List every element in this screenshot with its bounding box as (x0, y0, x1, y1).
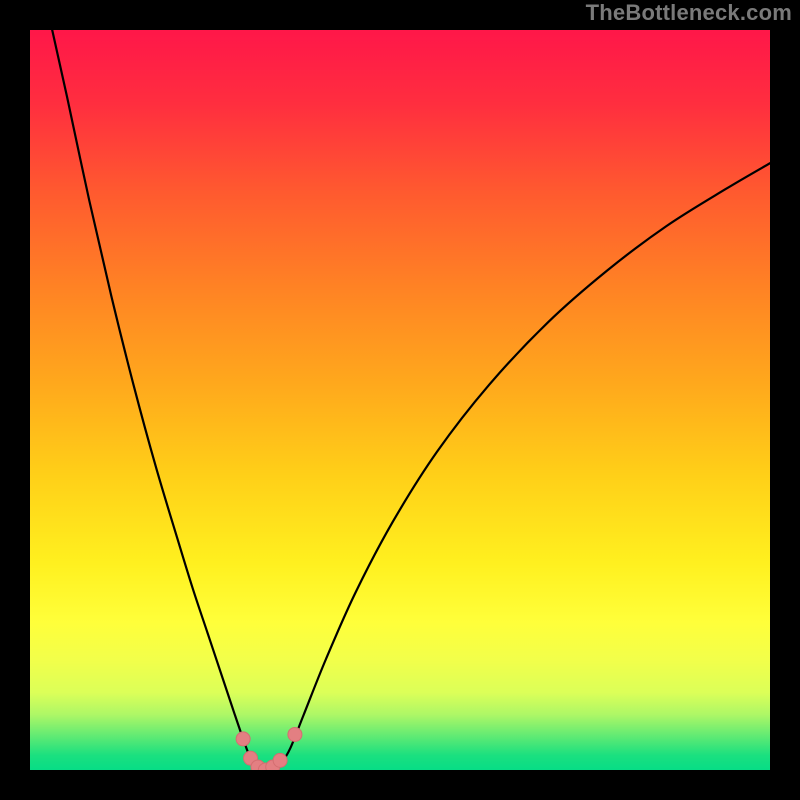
chart-frame: TheBottleneck.com (0, 0, 800, 800)
curve-marker (273, 753, 287, 767)
plot-area (30, 30, 770, 770)
curve-marker (236, 732, 250, 746)
gradient-background (30, 30, 770, 770)
curve-marker (288, 727, 302, 741)
heatmap-chart-svg (30, 30, 770, 770)
watermark-text: TheBottleneck.com (586, 0, 792, 26)
